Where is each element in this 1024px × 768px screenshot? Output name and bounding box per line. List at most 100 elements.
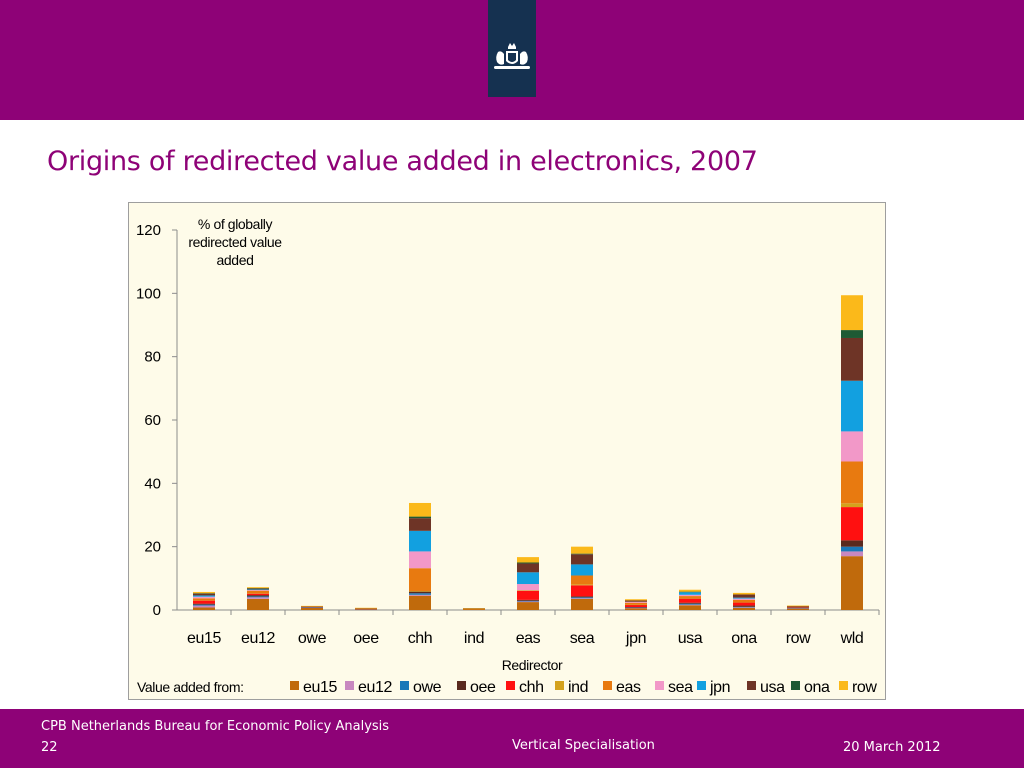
x-tick-label-usa: usa	[678, 630, 703, 647]
bar-segment-ona-eas	[733, 599, 755, 603]
bar-segment-sea-eu12	[571, 598, 593, 599]
footer-page-number: 22	[41, 740, 58, 755]
bar-segment-sea-owe	[571, 597, 593, 599]
x-axis-label: Redirector	[502, 657, 563, 673]
bar-segment-eu12-chh	[247, 593, 269, 596]
bar-segment-row-usa	[787, 605, 809, 607]
y-tick-label: 40	[144, 475, 161, 492]
bar-segment-sea-eu15	[571, 598, 593, 610]
y-tick-label: 0	[153, 602, 161, 619]
bar-segment-usa-owe	[679, 603, 701, 605]
x-tick-label-wld: wld	[840, 630, 864, 647]
bar-segment-row-chh	[787, 606, 809, 608]
bar-segment-eas-oee	[517, 599, 539, 601]
legend-label-eu15: eu15	[303, 679, 337, 696]
bar-segment-chh-jpn	[409, 530, 431, 552]
header-bar	[0, 0, 1024, 120]
legend-label-chh: chh	[519, 679, 544, 696]
bar-segment-sea-eas	[571, 575, 593, 585]
bar-segment-eas-chh	[517, 591, 539, 600]
legend-swatch-row	[839, 681, 848, 690]
bar-segment-ona-jpn	[733, 597, 755, 599]
bar-segment-jpn-owe	[625, 607, 647, 608]
stacked-bar-chart: 0 20 40 60 80 100 120 % of globally redirected v…	[136, 216, 880, 696]
bar-segment-eu12-owe	[247, 596, 269, 598]
bar-segment-eu12-row	[247, 587, 269, 589]
bar-segment-wld-ind	[841, 503, 863, 508]
footer-organization: CPB Netherlands Bureau for Economic Poli…	[41, 719, 390, 734]
bar-segment-eu12-oee	[247, 595, 269, 597]
y-tick-label: 80	[144, 349, 161, 366]
bar-segment-chh-eu12	[409, 594, 431, 596]
x-tick-label-ona: ona	[731, 630, 757, 647]
slide-title: Origins of redirected value added in ele…	[47, 146, 758, 177]
bar-segment-eas-eu15	[517, 602, 539, 610]
bar-segment-sea-ona	[571, 553, 593, 555]
bar-segment-eu15-jpn	[193, 595, 215, 597]
bar-segment-ona-eu12	[733, 607, 755, 608]
bar-segment-chh-eu15	[409, 595, 431, 610]
bar-segment-ind-row	[463, 608, 485, 609]
legend-label-sea: sea	[668, 679, 693, 696]
bar-segment-eu15-eas	[193, 598, 215, 601]
bar-segment-chh-row	[409, 502, 431, 517]
y-tick-label: 20	[144, 539, 161, 556]
bar-segment-chh-ind	[409, 591, 431, 592]
bar-segment-eu15-eu15	[193, 607, 215, 610]
bar-segment-eu15-ona	[193, 593, 215, 594]
chart-panel: 0 20 40 60 80 100 120 % of globally redirected v…	[128, 202, 886, 700]
bar-segment-eas-ind	[517, 590, 539, 591]
bar-segment-owe-eas	[301, 606, 323, 608]
bar-segment-sea-row	[571, 546, 593, 554]
bar-segment-eu12-ona	[247, 588, 269, 589]
bar-segment-sea-ind	[571, 584, 593, 586]
bar-segment-eu15-owe	[193, 604, 215, 606]
legend-swatch-ona	[791, 681, 800, 690]
y-axis-label: % of globally redirected value added	[188, 216, 282, 268]
bar-segment-oee-usa	[355, 608, 377, 609]
bar-segment-ona-oee	[733, 605, 755, 607]
bar-segment-wld-ona	[841, 330, 863, 338]
bar-segment-ona-row	[733, 592, 755, 595]
legend-label-ind: ind	[568, 679, 588, 696]
bar-segment-ona-ind	[733, 602, 755, 603]
bar-segment-owe-eu12	[301, 607, 323, 608]
bar-segment-ind-usa	[463, 608, 485, 609]
legend-label-row: row	[852, 679, 877, 696]
bar-segment-eu12-sea	[247, 590, 269, 591]
y-tick-label: 100	[136, 285, 161, 302]
bar-segment-eas-ona	[517, 562, 539, 564]
bar-segment-usa-eu12	[679, 604, 701, 606]
bar-segment-usa-sea	[679, 594, 701, 597]
bar-segment-owe-oee	[301, 606, 323, 608]
bar-segment-owe-row	[301, 605, 323, 607]
x-tick-label-jpn: jpn	[625, 630, 646, 647]
bar-segment-sea-usa	[571, 554, 593, 565]
bar-segment-oee-row	[355, 607, 377, 609]
bar-segment-jpn-eas	[625, 602, 647, 605]
legend-label-owe: owe	[413, 679, 442, 696]
bar-segment-eu15-eu12	[193, 605, 215, 608]
legend-label-ona: ona	[804, 679, 830, 696]
bar-segment-owe-eu15	[301, 607, 323, 610]
bar-segment-ona-sea	[733, 598, 755, 600]
bar-segment-ona-eu15	[733, 607, 755, 610]
bar-segment-jpn-usa	[625, 600, 647, 602]
bar-segment-ona-owe	[733, 606, 755, 608]
bar-segment-chh-owe	[409, 593, 431, 595]
footer-date: 20 March 2012	[843, 740, 941, 755]
coat-of-arms-emblem	[488, 0, 536, 97]
bar-segment-eas-jpn	[517, 572, 539, 585]
bar-segment-wld-eu15	[841, 556, 863, 610]
bar-segment-eu12-jpn	[247, 589, 269, 591]
legend-label-eas: eas	[616, 679, 641, 696]
bar-segment-ona-chh	[733, 602, 755, 606]
bar-segment-eas-usa	[517, 563, 539, 573]
legend-swatch-owe	[400, 681, 409, 690]
bar-segment-owe-owe	[301, 607, 323, 608]
x-tick-label-eas: eas	[516, 630, 541, 647]
legend-label-usa: usa	[760, 679, 785, 696]
x-tick-label-ind: ind	[464, 630, 484, 647]
bar-segment-row-oee	[787, 607, 809, 608]
bar-segment-eu12-ind	[247, 593, 269, 594]
